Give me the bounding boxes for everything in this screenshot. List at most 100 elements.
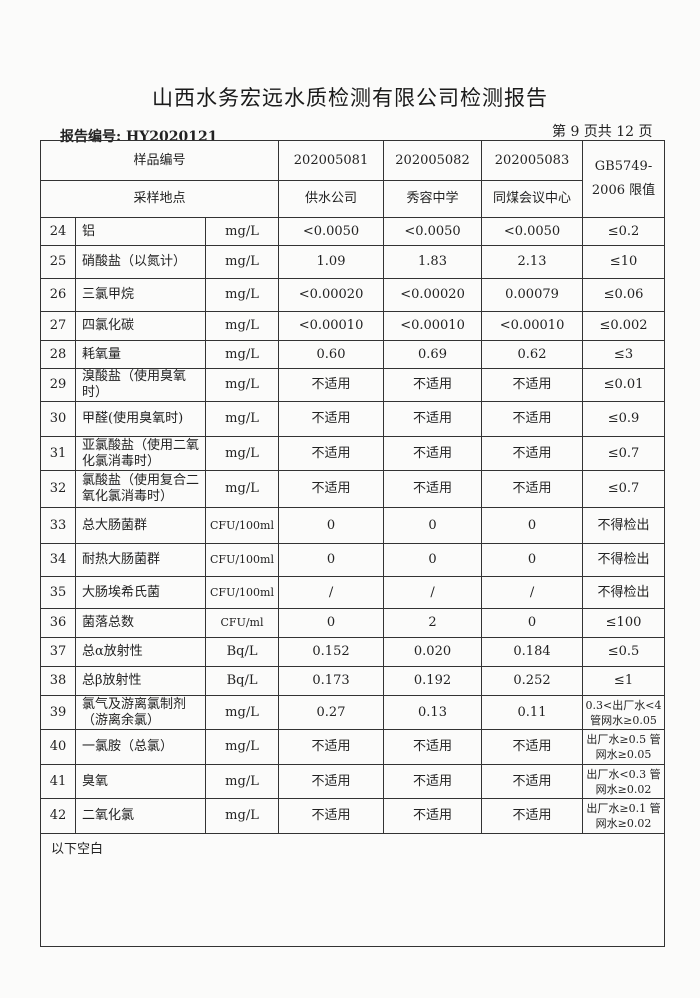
limit: 出厂水≥0.1 管网水≥0.02 bbox=[582, 798, 666, 834]
unit: mg/L bbox=[204, 217, 280, 246]
item-name: 硝酸盐（以氮计） bbox=[75, 245, 206, 279]
unit: mg/L bbox=[204, 695, 280, 730]
table-row: 36 菌落总数 CFU/ml 0 2 0 ≤100 bbox=[40, 608, 666, 638]
value: 0.192 bbox=[383, 666, 483, 696]
table-row: 40 一氯胺（总氯） mg/L 不适用 不适用 不适用 出厂水≥0.5 管网水≥0.05 bbox=[40, 729, 666, 765]
limit: ≤0.2 bbox=[582, 217, 666, 246]
value: 不适用 bbox=[383, 436, 483, 471]
value: / bbox=[481, 576, 584, 609]
value: 0 bbox=[278, 608, 385, 638]
report-title: 山西水务宏远水质检测有限公司检测报告 bbox=[152, 86, 548, 110]
table-row: 32 氯酸盐（使用复合二氧化氯消毒时） mg/L 不适用 不适用 不适用 ≤0.7 bbox=[40, 470, 666, 508]
value: 0.252 bbox=[481, 666, 584, 696]
value: 不适用 bbox=[481, 368, 584, 402]
table-row: 42 二氧化氯 mg/L 不适用 不适用 不适用 出厂水≥0.1 管网水≥0.02 bbox=[40, 798, 666, 834]
limit: ≤0.06 bbox=[582, 278, 666, 312]
row-number: 32 bbox=[40, 470, 76, 508]
value: 不适用 bbox=[481, 798, 584, 834]
item-name: 甲醛(使用臭氧时) bbox=[75, 401, 206, 437]
value: 不适用 bbox=[383, 798, 483, 834]
limit: 不得检出 bbox=[582, 507, 666, 544]
value: 2.13 bbox=[481, 245, 584, 279]
value: 0 bbox=[481, 543, 584, 577]
value: 0 bbox=[278, 507, 385, 544]
value: 不适用 bbox=[278, 368, 385, 402]
location-label: 采样地点 bbox=[39, 180, 280, 218]
value: <0.00020 bbox=[278, 278, 385, 312]
table-row: 38 总β放射性 Bq/L 0.173 0.192 0.252 ≤1 bbox=[40, 666, 666, 696]
row-number: 26 bbox=[40, 278, 76, 312]
item-name: 菌落总数 bbox=[75, 608, 206, 638]
unit: mg/L bbox=[204, 245, 280, 279]
row-number: 38 bbox=[40, 666, 76, 696]
value: 2 bbox=[383, 608, 483, 638]
value: 0.020 bbox=[383, 637, 483, 667]
table-row: 39 氯气及游离氯制剂（游离余氯） mg/L 0.27 0.13 0.11 0.3<出厂水<… bbox=[40, 695, 666, 730]
unit: CFU/100ml bbox=[204, 543, 280, 577]
value: 不适用 bbox=[278, 436, 385, 471]
sample-no-label: 样品编号 bbox=[39, 140, 280, 181]
value: <0.00010 bbox=[383, 311, 483, 341]
value: 不适用 bbox=[383, 729, 483, 765]
limit: ≤0.7 bbox=[582, 470, 666, 508]
value: 0 bbox=[383, 543, 483, 577]
header-row-location: 采样地点 供水公司 秀容中学 同煤会议中心 bbox=[39, 180, 665, 218]
row-number: 28 bbox=[40, 340, 76, 369]
value: 0.27 bbox=[278, 695, 385, 730]
value: <0.0050 bbox=[383, 217, 483, 246]
limit-header: GB5749-2006 限值 bbox=[582, 140, 666, 218]
value: 0 bbox=[481, 608, 584, 638]
table-row: 41 臭氧 mg/L 不适用 不适用 不适用 出厂水<0.3 管网水≥0.02 bbox=[40, 764, 666, 799]
limit: ≤10 bbox=[582, 245, 666, 279]
value: 1.09 bbox=[278, 245, 385, 279]
row-number: 24 bbox=[40, 217, 76, 246]
value: 0.152 bbox=[278, 637, 385, 667]
value: 不适用 bbox=[383, 764, 483, 799]
table-row: 33 总大肠菌群 CFU/100ml 0 0 0 不得检出 bbox=[40, 507, 666, 544]
unit: mg/L bbox=[204, 340, 280, 369]
item-name: 耗氧量 bbox=[75, 340, 206, 369]
row-number: 30 bbox=[40, 401, 76, 437]
value: / bbox=[383, 576, 483, 609]
row-number: 39 bbox=[40, 695, 76, 730]
table-row: 35 大肠埃希氏菌 CFU/100ml / / / 不得检出 bbox=[40, 576, 666, 609]
row-number: 27 bbox=[40, 311, 76, 341]
value: 不适用 bbox=[278, 764, 385, 799]
item-name: 铝 bbox=[75, 217, 206, 246]
sample-id: 202005083 bbox=[481, 140, 584, 181]
value: <0.00010 bbox=[481, 311, 584, 341]
unit: mg/L bbox=[204, 470, 280, 508]
item-name: 四氯化碳 bbox=[75, 311, 206, 341]
limit: ≤1 bbox=[582, 666, 666, 696]
value: / bbox=[278, 576, 385, 609]
item-name: 一氯胺（总氯） bbox=[75, 729, 206, 765]
item-name: 总β放射性 bbox=[75, 666, 206, 696]
limit: 出厂水<0.3 管网水≥0.02 bbox=[582, 764, 666, 799]
limit: ≤0.002 bbox=[582, 311, 666, 341]
limit: 出厂水≥0.5 管网水≥0.05 bbox=[582, 729, 666, 765]
value: 0 bbox=[481, 507, 584, 544]
sample-id: 202005081 bbox=[278, 140, 385, 181]
item-name: 溴酸盐（使用臭氧时） bbox=[75, 368, 206, 402]
value: 0.60 bbox=[278, 340, 385, 369]
row-number: 40 bbox=[40, 729, 76, 765]
item-name: 三氯甲烷 bbox=[75, 278, 206, 312]
unit: CFU/ml bbox=[204, 608, 280, 638]
item-name: 耐热大肠菌群 bbox=[75, 543, 206, 577]
row-number: 35 bbox=[40, 576, 76, 609]
table-row: 27 四氯化碳 mg/L <0.00010 <0.00010 <0.00010 ≤0.002 bbox=[40, 311, 666, 341]
header-row-sample-no: 样品编号 202005081 202005082 202005083 GB574… bbox=[39, 140, 666, 218]
unit: CFU/100ml bbox=[204, 576, 280, 609]
value: 不适用 bbox=[383, 401, 483, 437]
value: <0.00020 bbox=[383, 278, 483, 312]
unit: Bq/L bbox=[204, 666, 280, 696]
item-name: 亚氯酸盐（使用二氧化氯消毒时） bbox=[75, 436, 206, 471]
value: 不适用 bbox=[383, 368, 483, 402]
results-table: 样品编号 202005081 202005082 202005083 GB574… bbox=[39, 140, 666, 947]
value: <0.00010 bbox=[278, 311, 385, 341]
limit: 不得检出 bbox=[582, 576, 666, 609]
limit: ≤3 bbox=[582, 340, 666, 369]
unit: Bq/L bbox=[204, 637, 280, 667]
item-name: 氯酸盐（使用复合二氧化氯消毒时） bbox=[75, 470, 206, 508]
